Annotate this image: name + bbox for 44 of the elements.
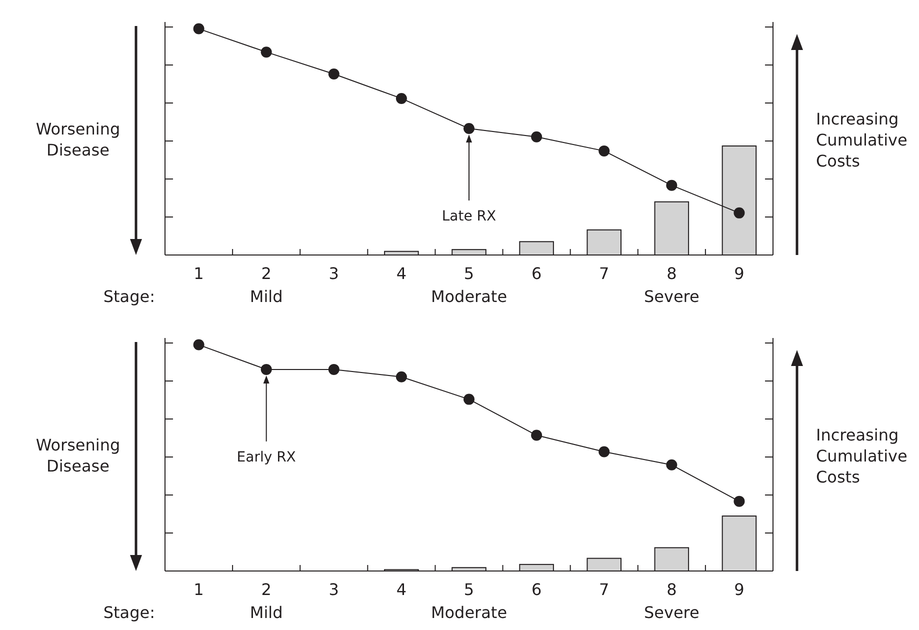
x-tick-label: 9 <box>734 580 744 599</box>
point <box>396 371 407 382</box>
x-tick-label: 9 <box>734 264 744 283</box>
x-tick-label: 7 <box>599 580 610 599</box>
point <box>260 364 272 375</box>
y-axis-title: Worsening Disease <box>36 120 120 160</box>
point <box>464 123 474 134</box>
x-tick-label: 4 <box>396 264 407 283</box>
y2-axis-title: Increasing Cumulative Costs <box>816 426 908 486</box>
x-tick-label: 8 Severe <box>644 264 700 306</box>
point <box>328 68 340 80</box>
point <box>598 145 610 156</box>
point <box>396 92 407 104</box>
y-axis-title: Worsening Disease <box>36 436 120 476</box>
point <box>464 394 474 405</box>
point <box>193 339 204 350</box>
x-tick-label: 7 <box>599 264 610 283</box>
point <box>328 364 340 375</box>
x-axis-title: Stage: <box>103 287 155 306</box>
point <box>734 496 745 507</box>
x-tick-label: 1 <box>194 580 204 599</box>
x-tick-label: 5 Moderate <box>430 580 508 622</box>
x-tick-label: 6 <box>531 264 542 283</box>
x-axis-title: Stage: <box>103 603 155 622</box>
annotation: Late RX <box>442 208 497 225</box>
x-tick-label: 2 Mild <box>250 264 283 306</box>
point <box>666 180 678 191</box>
point <box>260 46 272 58</box>
point <box>734 207 745 218</box>
point <box>531 430 542 441</box>
x-tick-label: 8 Severe <box>644 580 700 622</box>
x-tick-label: 3 <box>328 264 339 283</box>
x-tick-label: 3 <box>328 580 339 599</box>
x-tick-label: 2 Mild <box>250 580 283 622</box>
point <box>598 446 610 458</box>
x-tick-label: 6 <box>531 580 542 599</box>
annotation: Early RX <box>236 449 296 466</box>
x-tick-label: 5 Moderate <box>430 264 508 306</box>
point <box>531 131 542 142</box>
y2-axis-title: Increasing Cumulative Costs <box>816 110 908 170</box>
point <box>193 23 204 34</box>
x-tick-label: 4 <box>396 580 407 599</box>
point <box>666 459 678 470</box>
x-tick-label: 1 <box>194 264 204 283</box>
